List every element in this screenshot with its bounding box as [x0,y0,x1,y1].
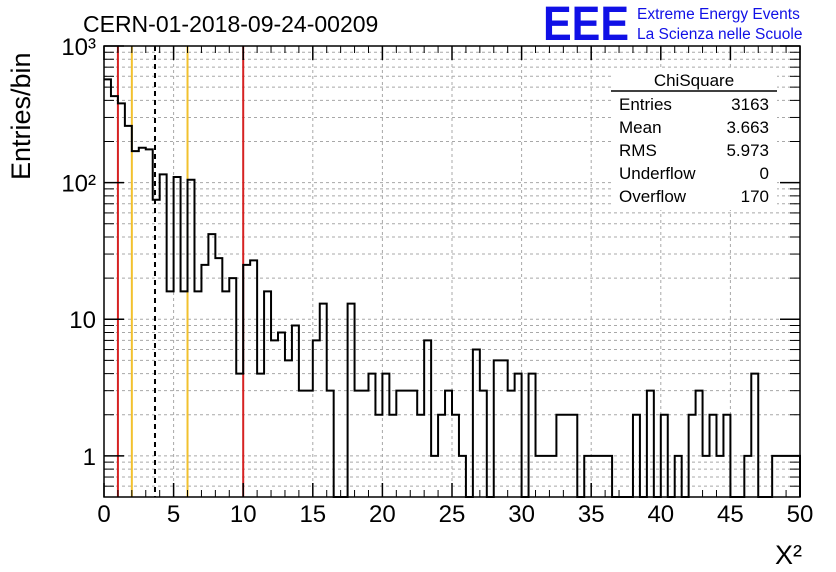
stats-row-value: 5.973 [726,141,769,160]
axis-ticks: 0 5 10 15 20 25 30 35 40 45 50 1 10 10² 10³ [61,34,813,528]
y-tick-label: 10² [61,171,96,198]
y-tick-label: 10³ [61,34,96,61]
stats-row-value: 170 [741,187,769,206]
stats-row-label: Entries [619,95,672,114]
x-tick-label: 30 [508,501,535,528]
chart-title: CERN-01-2018-09-24-00209 [83,11,378,37]
x-tick-label: 15 [299,501,326,528]
x-axis-label: X² [775,540,802,570]
eee-logo-mark: EEE [543,0,629,51]
y-tick-label: 1 [83,444,96,471]
x-tick-label: 5 [167,501,180,528]
x-tick-label: 20 [369,501,396,528]
x-tick-label: 10 [230,501,257,528]
x-tick-label: 35 [578,501,605,528]
y-axis-label: Entries/bin [6,52,36,180]
stats-row-label: RMS [619,141,657,160]
stats-box-title: ChiSquare [654,71,734,90]
stats-row-label: Underflow [619,164,696,183]
x-tick-label: 40 [647,501,674,528]
stats-row-value: 3163 [731,95,769,114]
histogram-outline [104,78,801,498]
x-tick-label: 25 [439,501,466,528]
x-tick-label: 45 [717,501,744,528]
stats-row-label: Overflow [619,187,687,206]
x-tick-label: 50 [787,501,814,528]
stats-row-label: Mean [619,118,662,137]
y-tick-label: 10 [69,307,96,334]
stats-row-value: 0 [760,164,769,183]
stats-row-value: 3.663 [726,118,769,137]
stats-box: ChiSquare Entries 3163 Mean 3.663 RMS 5.973 Un… [611,70,777,210]
logo-line-1: Extreme Energy Events [637,6,800,23]
logo-line-2: La Scienza nelle Scuole [637,26,802,43]
stats-box-background [611,70,777,210]
x-tick-label: 0 [97,501,110,528]
